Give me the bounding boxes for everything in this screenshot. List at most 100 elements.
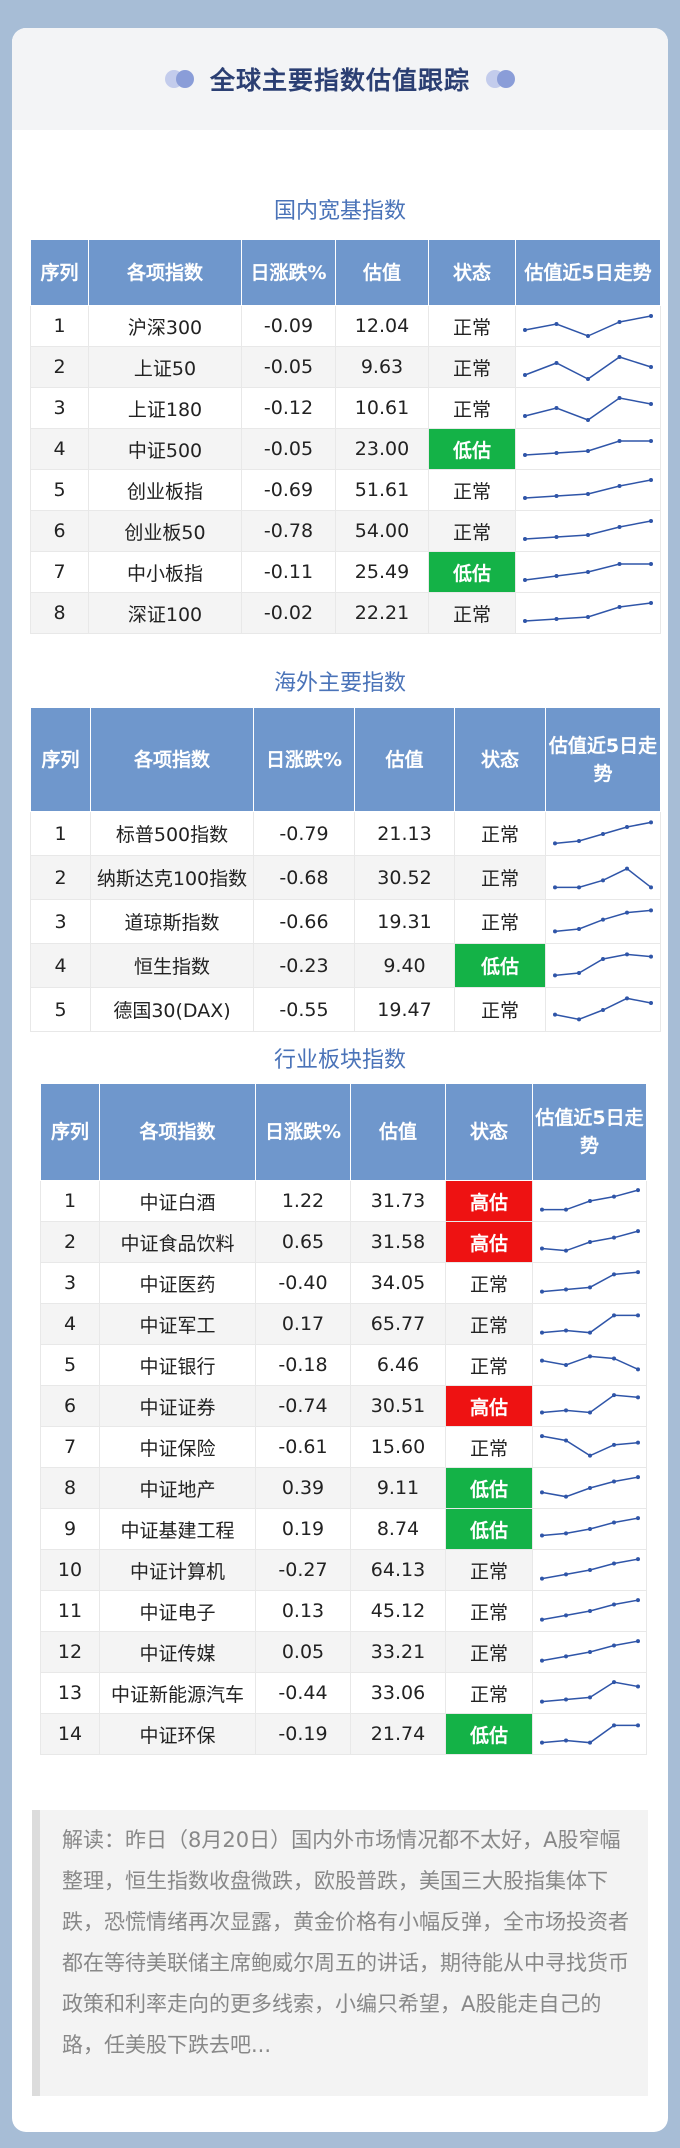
trend-cell bbox=[545, 811, 661, 856]
trend-point bbox=[611, 1561, 616, 1566]
daily-change: -0.66 bbox=[253, 899, 355, 944]
trend-point bbox=[635, 1516, 640, 1521]
trend-point bbox=[553, 1012, 557, 1017]
trend-point bbox=[611, 1602, 616, 1607]
table-row: 1 标普500指数 -0.79 21.13 正常 bbox=[30, 811, 661, 856]
table-row: 11 中证电子 0.13 45.12 正常 bbox=[40, 1590, 647, 1632]
trend-sparkline bbox=[553, 819, 653, 845]
table-row: 1 沪深300 -0.09 12.04 正常 bbox=[30, 305, 661, 347]
trend-point bbox=[539, 1617, 544, 1622]
trend-cell bbox=[532, 1303, 647, 1345]
daily-change: -0.05 bbox=[241, 346, 336, 388]
trend-sparkline bbox=[553, 995, 653, 1021]
valuation-value: 64.13 bbox=[350, 1549, 446, 1591]
row-number: 8 bbox=[40, 1467, 100, 1509]
trend-cell bbox=[515, 592, 661, 634]
valuation-value: 9.40 bbox=[354, 943, 455, 988]
row-number: 13 bbox=[40, 1672, 100, 1714]
trend-point bbox=[563, 1654, 568, 1659]
trend-point bbox=[625, 995, 629, 1000]
trend-point bbox=[617, 525, 622, 529]
trend-point bbox=[635, 1557, 640, 1562]
trend-point bbox=[635, 1598, 640, 1603]
trend-cell bbox=[532, 1180, 647, 1222]
trend-sparkline bbox=[539, 1723, 640, 1745]
table-row: 3 道琼斯指数 -0.66 19.31 正常 bbox=[30, 899, 661, 944]
index-name: 中证环保 bbox=[99, 1713, 256, 1755]
table-row: 10 中证计算机 -0.27 64.13 正常 bbox=[40, 1549, 647, 1591]
trend-point bbox=[554, 535, 559, 539]
trend-point bbox=[601, 877, 605, 882]
trend-point bbox=[625, 910, 629, 915]
col-header-trend: 估值近5日走势 bbox=[515, 239, 661, 306]
index-name: 中证地产 bbox=[99, 1467, 256, 1509]
col-header-status: 状态 bbox=[445, 1083, 533, 1181]
overseas-index-table: 序列 各项指数 日涨跌% 估值 状态 估值近5日走势 1 标普500指数 -0.79… bbox=[30, 707, 661, 1032]
valuation-value: 15.60 bbox=[350, 1426, 446, 1468]
domestic-index-table: 序列 各项指数 日涨跌% 估值 状态 估值近5日走势 1 沪深300 -0.09 12… bbox=[30, 239, 661, 634]
trend-point bbox=[611, 1520, 616, 1525]
daily-change: 0.39 bbox=[255, 1467, 351, 1509]
trend-point bbox=[617, 605, 622, 609]
trend-point bbox=[649, 365, 653, 369]
status-badge: 正常 bbox=[428, 346, 516, 388]
index-name: 道琼斯指数 bbox=[90, 899, 254, 944]
row-number: 3 bbox=[40, 1262, 100, 1304]
daily-change: -0.78 bbox=[241, 510, 336, 552]
valuation-value: 31.73 bbox=[350, 1180, 446, 1222]
trend-cell bbox=[515, 305, 661, 347]
status-badge: 正常 bbox=[445, 1672, 533, 1714]
trend-point bbox=[553, 840, 557, 845]
index-name: 中小板指 bbox=[88, 551, 242, 593]
trend-point bbox=[611, 1442, 616, 1447]
row-number: 11 bbox=[40, 1590, 100, 1632]
daily-change: -0.12 bbox=[241, 387, 336, 429]
trend-point bbox=[617, 320, 622, 324]
row-number: 7 bbox=[30, 551, 89, 593]
table-row: 4 中证500 -0.05 23.00 低估 bbox=[30, 428, 661, 470]
trend-sparkline bbox=[553, 951, 653, 977]
index-name: 中证军工 bbox=[99, 1303, 256, 1345]
trend-cell bbox=[532, 1221, 647, 1263]
trend-point bbox=[586, 418, 590, 422]
index-name: 中证500 bbox=[88, 428, 242, 470]
trend-cell bbox=[532, 1508, 647, 1550]
status-badge: 低估 bbox=[445, 1713, 533, 1755]
table-row: 13 中证新能源汽车 -0.44 33.06 正常 bbox=[40, 1672, 647, 1714]
status-badge: 低估 bbox=[428, 428, 516, 470]
col-header-name: 各项指数 bbox=[88, 239, 242, 306]
valuation-value: 33.21 bbox=[350, 1631, 446, 1673]
trend-point bbox=[523, 578, 527, 582]
status-badge: 低估 bbox=[445, 1467, 533, 1509]
trend-line bbox=[541, 1517, 638, 1537]
daily-change: -0.18 bbox=[255, 1344, 351, 1386]
status-badge: 正常 bbox=[445, 1631, 533, 1673]
status-badge: 高估 bbox=[445, 1180, 533, 1222]
daily-change: -0.27 bbox=[255, 1549, 351, 1591]
report-card: 全球主要指数估值跟踪 国内宽基指数 序列 各项指数 日涨跌% 估值 状态 估值近… bbox=[12, 28, 668, 2132]
trend-cell bbox=[532, 1344, 647, 1386]
trend-point bbox=[563, 1408, 568, 1413]
trend-point bbox=[554, 617, 559, 621]
trend-point bbox=[539, 1358, 544, 1363]
trend-point bbox=[611, 1235, 616, 1240]
trend-point bbox=[635, 1723, 640, 1728]
trend-point bbox=[649, 954, 653, 959]
valuation-value: 12.04 bbox=[335, 305, 429, 347]
index-name: 恒生指数 bbox=[90, 943, 254, 988]
row-number: 6 bbox=[40, 1385, 100, 1427]
row-number: 6 bbox=[30, 510, 89, 552]
row-number: 14 bbox=[40, 1713, 100, 1755]
trend-point bbox=[587, 1354, 592, 1359]
trend-point bbox=[554, 361, 559, 365]
trend-line bbox=[541, 1314, 638, 1334]
trend-point bbox=[587, 1527, 592, 1531]
row-number: 2 bbox=[40, 1221, 100, 1263]
row-number: 8 bbox=[30, 592, 89, 634]
index-name: 中证新能源汽车 bbox=[99, 1672, 256, 1714]
trend-sparkline bbox=[539, 1434, 640, 1458]
table-row: 6 创业板50 -0.78 54.00 正常 bbox=[30, 510, 661, 552]
trend-sparkline bbox=[539, 1475, 640, 1499]
index-name: 中证医药 bbox=[99, 1262, 256, 1304]
col-header-trend: 估值近5日走势 bbox=[545, 707, 661, 812]
